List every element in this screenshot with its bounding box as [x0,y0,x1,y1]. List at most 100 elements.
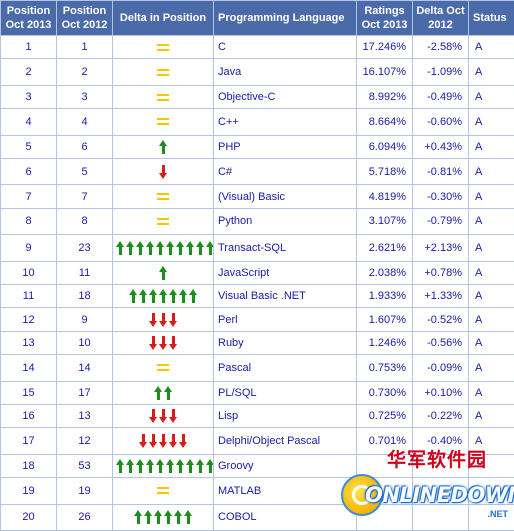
header-position-2013: Position Oct 2013 [0,0,57,36]
table-row: 18 53 Groovy [0,453,514,479]
language-cell: Ruby [213,330,357,356]
delta-position-cell [112,427,214,455]
language-cell: C# [213,157,357,186]
arrow-up-icon [136,240,145,255]
position-2013-cell: 9 [0,234,57,262]
arrow-up-icon [143,510,153,525]
arrow-up-icon [168,289,178,304]
arrow-down-icon [168,409,178,424]
status-cell [468,453,514,479]
arrow-up-icon [176,458,185,473]
ratings-cell [356,503,413,531]
ratings-cell: 5.718% [356,157,413,186]
position-2013-cell: 20 [0,503,57,531]
ratings-cell: 2.621% [356,234,413,262]
ratings-cell: 8.992% [356,84,413,110]
delta-position-cell [112,58,214,86]
arrow-down-icon [168,433,178,448]
position-2012-cell: 19 [56,477,113,505]
arrow-up-icon [116,240,125,255]
header-row: Position Oct 2013 Position Oct 2012 Delt… [0,0,514,36]
arrow-up-icon [146,458,155,473]
arrow-down-icon [158,164,168,179]
ratings-cell: 2.038% [356,260,413,285]
arrow-up-icon [146,240,155,255]
up-arrows [158,139,168,154]
delta-ratings-cell: -0.49% [412,84,469,110]
arrow-down-icon [178,433,188,448]
arrow-up-icon [166,458,175,473]
arrow-up-icon [153,510,163,525]
ratings-cell: 0.753% [356,354,413,382]
arrow-down-icon [168,335,178,350]
delta-ratings-cell: -1.09% [412,58,469,86]
delta-ratings-cell: -0.52% [412,307,469,332]
arrow-down-icon [158,335,168,350]
language-cell: Delphi/Object Pascal [213,427,357,455]
status-cell: A [468,403,514,429]
delta-ratings-cell: -0.81% [412,157,469,186]
table-row: 1 1 C 17.246% -2.58% A [0,34,514,60]
table-row: 4 4 C++ 8.664% -0.60% A [0,108,514,136]
delta-ratings-cell: -0.60% [412,108,469,136]
down-arrows [148,409,178,424]
arrow-down-icon [158,433,168,448]
status-cell: A [468,427,514,455]
unchanged-icon [157,364,169,372]
position-2012-cell: 53 [56,453,113,479]
delta-position-cell [112,207,214,236]
language-cell: C [213,34,357,60]
arrow-up-icon [196,240,205,255]
arrow-up-icon [186,458,195,473]
position-2013-cell: 16 [0,403,57,429]
ratings-cell [356,477,413,505]
language-cell: C++ [213,108,357,136]
delta-ratings-cell: -0.79% [412,207,469,236]
position-2012-cell: 12 [56,427,113,455]
position-2012-cell: 11 [56,260,113,285]
delta-ratings-cell: +0.43% [412,134,469,159]
down-arrows [148,335,178,350]
status-cell: A [468,184,514,209]
up-arrows [116,458,213,473]
delta-position-cell [112,283,214,309]
position-2012-cell: 5 [56,157,113,186]
status-cell: A [468,157,514,186]
status-cell: A [468,108,514,136]
delta-position-cell [112,453,214,479]
table-row: 15 17 PL/SQL 0.730% +0.10% A [0,380,514,405]
table-row: 17 12 Delphi/Object Pascal 0.701% -0.40% A [0,427,514,455]
arrow-up-icon [158,289,168,304]
table-row: 2 2 Java 16.107% -1.09% A [0,58,514,86]
arrow-down-icon [158,312,168,327]
position-2012-cell: 1 [56,34,113,60]
header-status: Status [468,0,514,36]
status-cell: A [468,207,514,236]
language-cell: Lisp [213,403,357,429]
position-2013-cell: 15 [0,380,57,405]
table-row: 7 7 (Visual) Basic 4.819% -0.30% A [0,184,514,209]
language-cell: COBOL [213,503,357,531]
table-row: 13 10 Ruby 1.246% -0.56% A [0,330,514,356]
delta-ratings-cell [412,453,469,479]
delta-ratings-cell: -0.30% [412,184,469,209]
delta-position-cell [112,477,214,505]
language-cell: Transact-SQL [213,234,357,262]
delta-position-cell [112,403,214,429]
table-row: 20 26 COBOL [0,503,514,531]
arrow-down-icon [148,312,158,327]
delta-ratings-cell: -0.40% [412,427,469,455]
arrow-up-icon [188,289,198,304]
position-2013-cell: 1 [0,34,57,60]
language-cell: Pascal [213,354,357,382]
status-cell: A [468,84,514,110]
table-row: 10 11 JavaScript 2.038% +0.78% A [0,260,514,285]
delta-position-cell [112,307,214,332]
arrow-up-icon [126,458,135,473]
position-2012-cell: 18 [56,283,113,309]
status-cell [468,503,514,531]
position-2013-cell: 18 [0,453,57,479]
ratings-cell [356,453,413,479]
arrow-up-icon [158,139,168,154]
